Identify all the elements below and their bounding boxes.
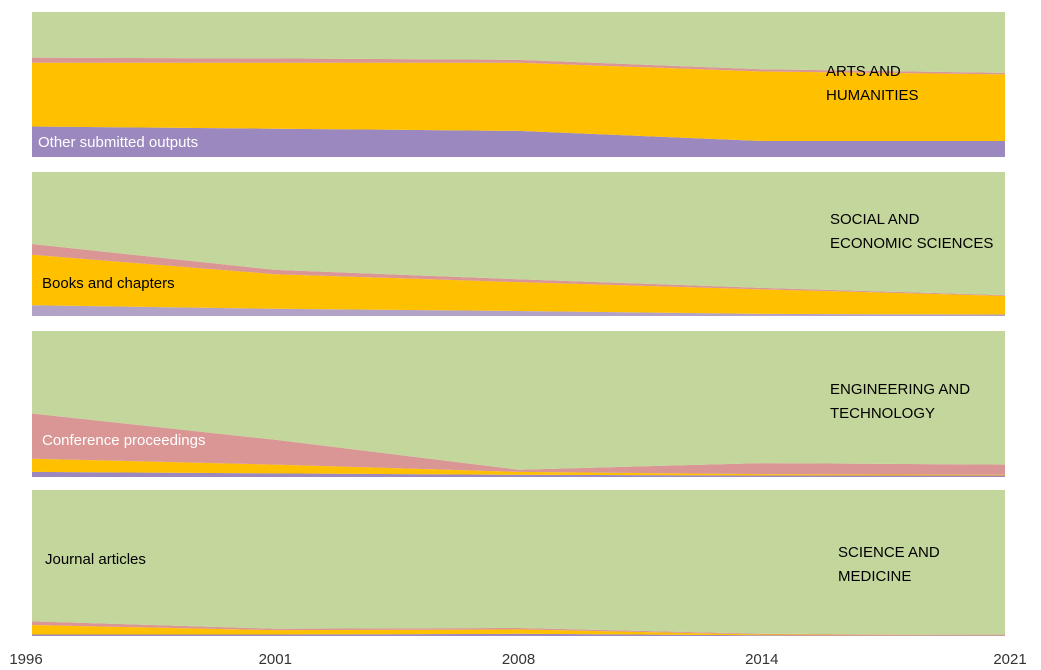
series-label: Other submitted outputs (38, 134, 198, 151)
area (32, 254, 1005, 315)
area (32, 244, 1005, 296)
x-tick-label: 1996 (9, 651, 42, 668)
area (32, 633, 1005, 636)
panel: Conference proceedings ENGINEERING AND TEC… (32, 331, 1005, 477)
panel-title: SCIENCE AND (838, 544, 940, 561)
panel: Journal articles SCIENCE AND MEDICINE (32, 490, 1005, 636)
x-tick-label: 2001 (259, 651, 292, 668)
area (32, 12, 1005, 73)
area (32, 621, 1005, 635)
area (32, 331, 1005, 470)
panel-title: ECONOMIC SCIENCES (830, 235, 993, 252)
panel-title: HUMANITIES (826, 87, 919, 104)
panel-title: ARTS AND (826, 63, 901, 80)
area (32, 172, 1005, 296)
panel: Other submitted outputs ARTS AND HUMANITIE… (32, 12, 1005, 157)
area (32, 490, 1005, 635)
panel-title: ENGINEERING AND (830, 381, 970, 398)
x-tick-label: 2014 (745, 651, 778, 668)
area (32, 471, 1005, 477)
panel-title: SOCIAL AND (830, 211, 920, 228)
x-tick-label: 2008 (502, 651, 535, 668)
series-label: Conference proceedings (42, 432, 205, 449)
area (32, 458, 1005, 476)
series-label: Journal articles (45, 551, 146, 568)
panel: Books and chapters SOCIAL AND ECONOMIC SCI… (32, 172, 1005, 316)
area (32, 57, 1005, 75)
panel-title: MEDICINE (838, 568, 911, 585)
area (32, 126, 1005, 157)
series-label: Books and chapters (42, 275, 175, 292)
panel-title: TECHNOLOGY (830, 405, 935, 422)
area (32, 413, 1005, 475)
area (32, 305, 1005, 316)
x-tick-label: 2021 (993, 651, 1026, 668)
area (32, 625, 1005, 636)
area (32, 62, 1005, 142)
